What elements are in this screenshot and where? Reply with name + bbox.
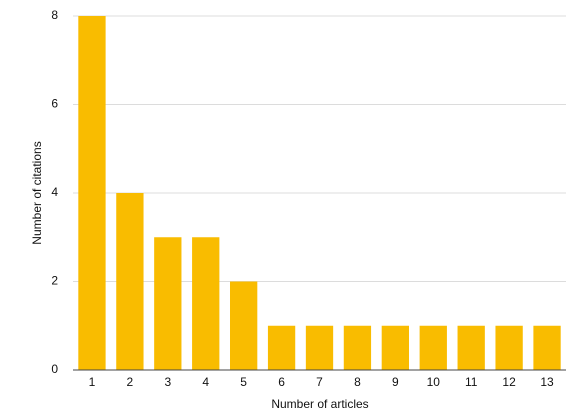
x-tick-label: 11 [465,375,478,389]
y-axis-label: Number of citations [30,141,44,244]
bar [154,237,182,370]
bar [343,325,372,370]
x-tick-label: 7 [316,375,323,389]
x-tick-label: 9 [392,375,399,389]
x-tick-label: 10 [427,375,441,389]
x-tick-label: 5 [240,375,247,389]
y-tick-label: 6 [51,97,58,111]
x-tick-label: 6 [278,375,285,389]
y-tick-label: 4 [51,185,58,199]
bar [305,325,334,370]
x-axis-label: Number of articles [271,397,368,411]
bar [230,281,258,370]
x-tick-label: 1 [89,375,96,389]
bar [419,325,447,370]
bar [381,325,409,370]
y-tick-label: 8 [51,8,58,22]
bar [78,16,106,370]
x-tick-label: 13 [540,375,554,389]
bar [116,193,144,370]
bar [267,325,296,370]
x-tick-label: 2 [127,375,134,389]
y-tick-label: 0 [51,362,58,376]
bar [192,237,220,370]
bar [533,325,561,370]
bar [495,325,523,370]
x-tick-label: 12 [502,375,516,389]
x-tick-label: 3 [164,375,171,389]
bar [457,325,485,370]
x-tick-label: 4 [202,375,209,389]
x-tick-label: 8 [354,375,361,389]
y-tick-label: 2 [51,274,58,288]
